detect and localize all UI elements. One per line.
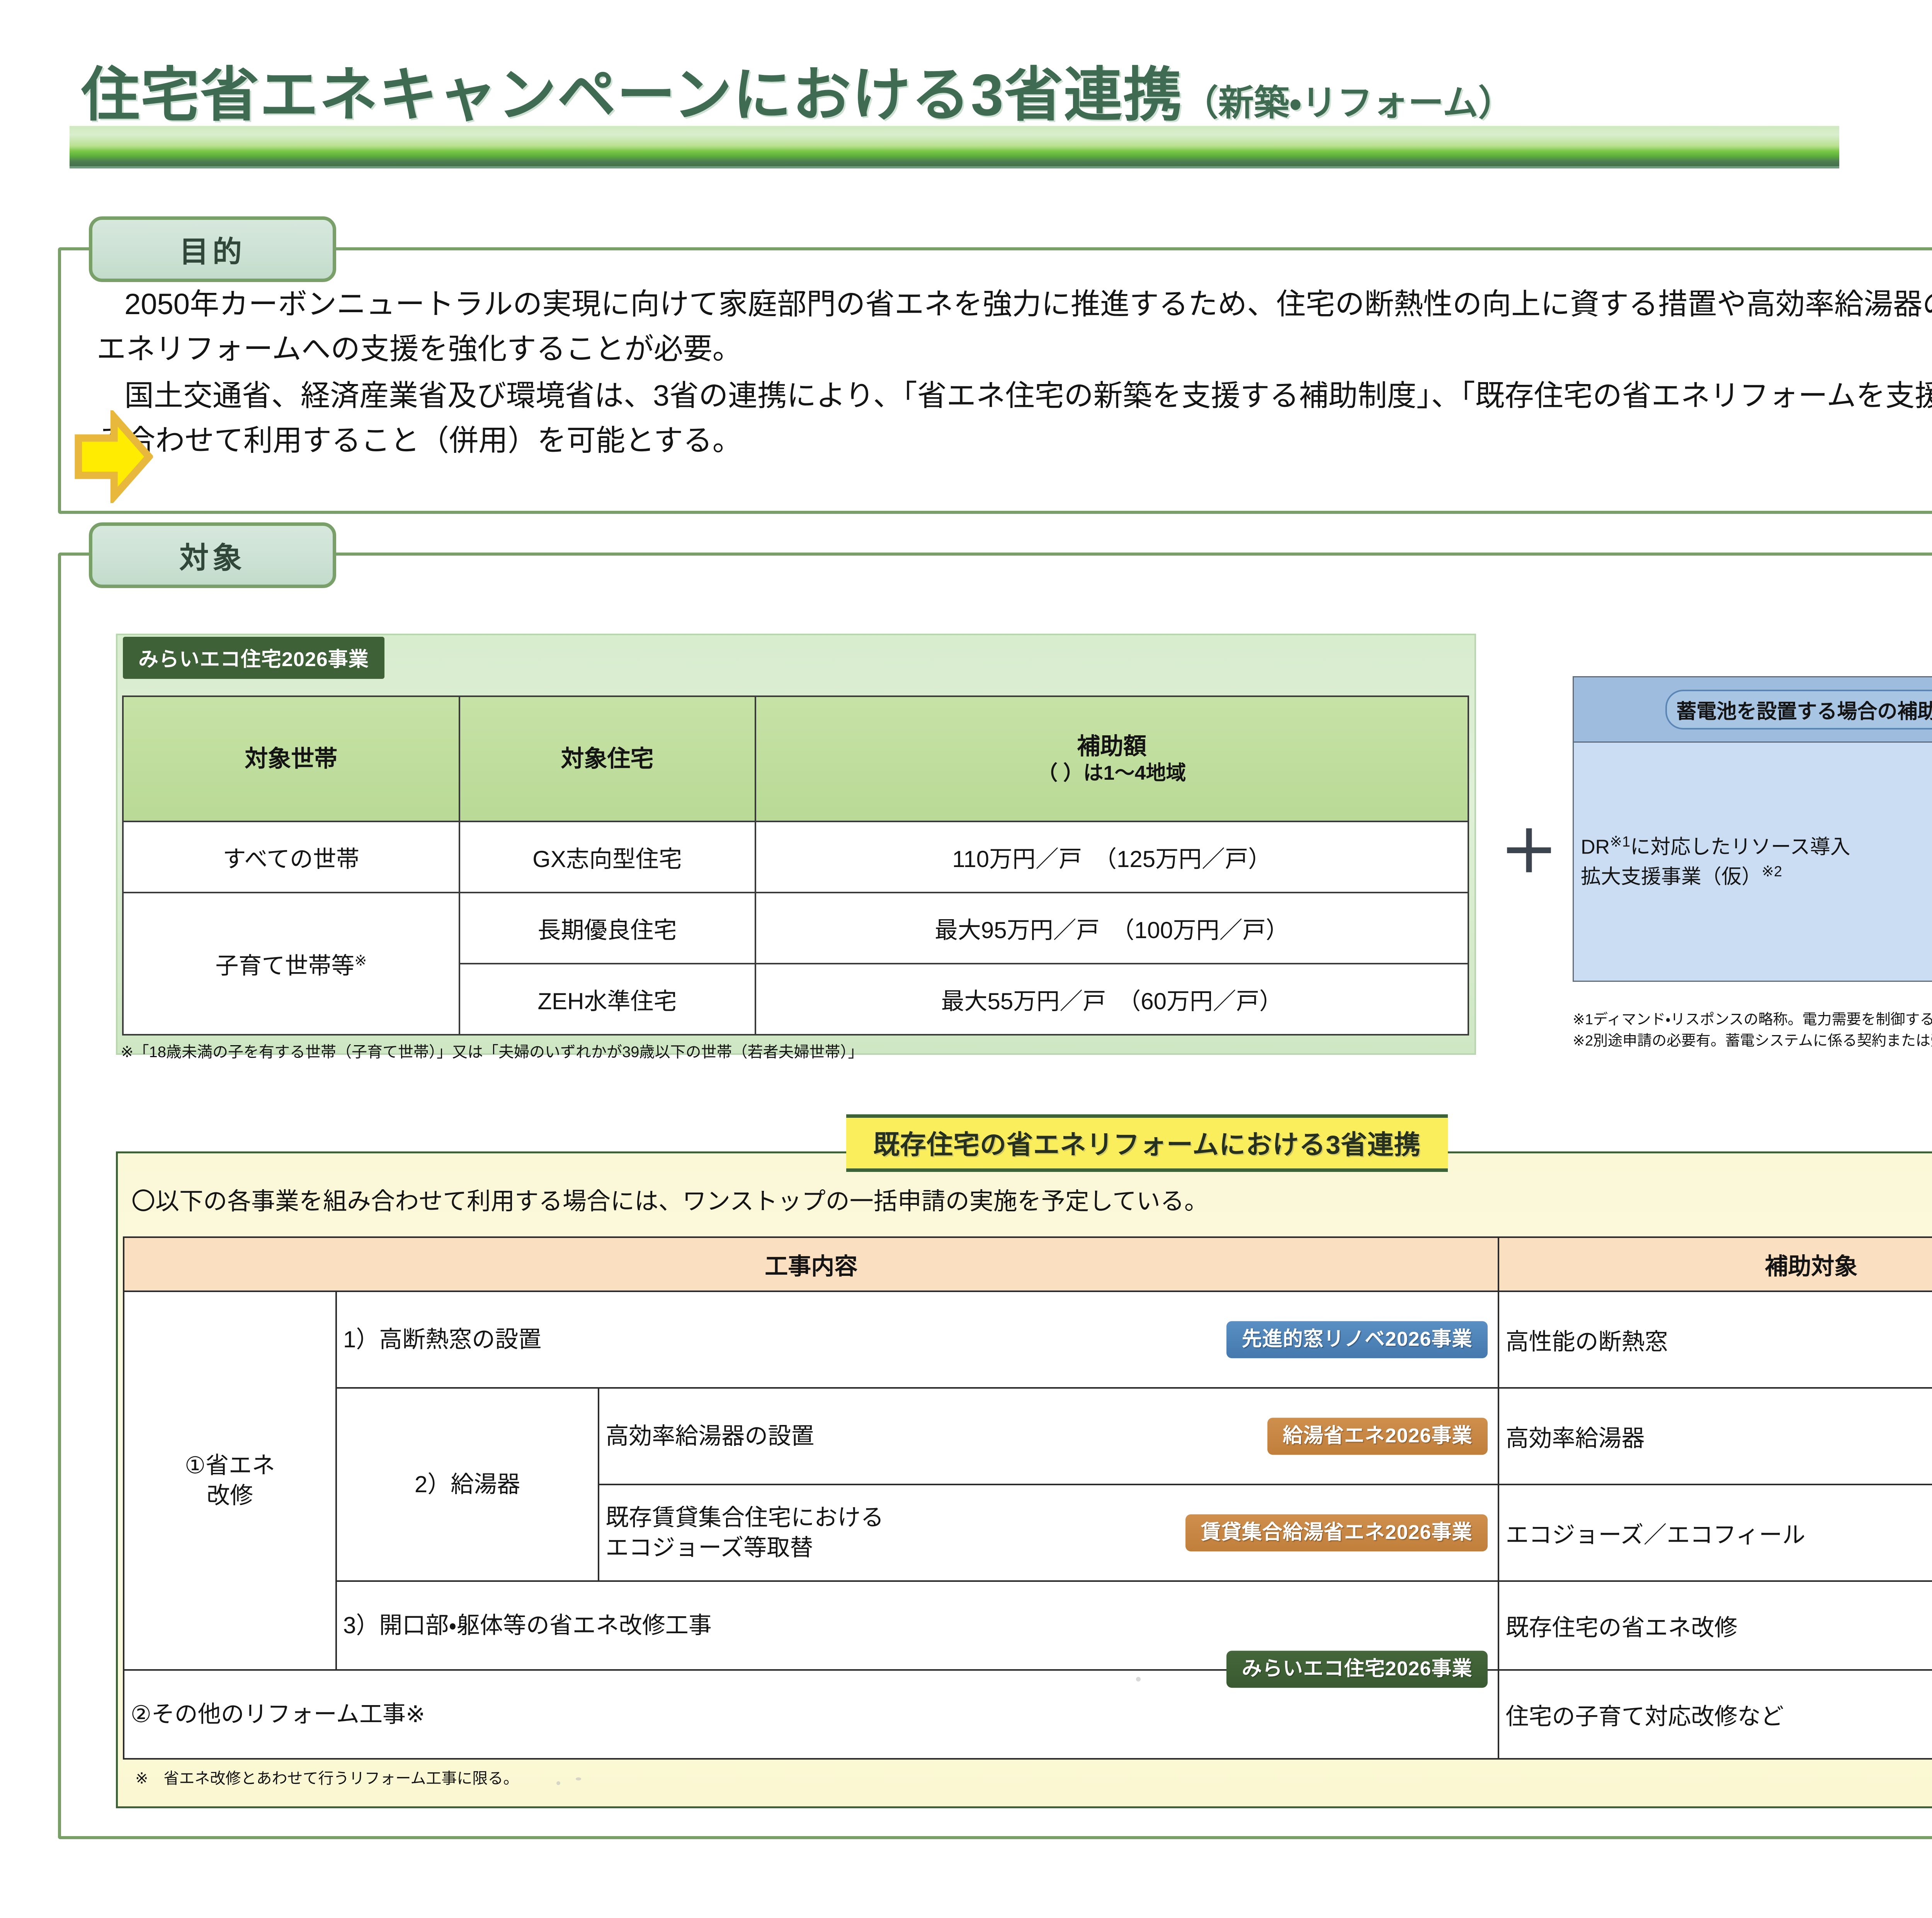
target-section-tab: 対象	[89, 522, 336, 588]
program-badge-chintai: 賃貸集合給湯省エネ2026事業	[1185, 1514, 1488, 1551]
col-header-object: 補助対象	[1498, 1236, 1932, 1292]
page-title: 住宅省エネキャンペーンにおける3省連携（新築・リフォーム）	[81, 66, 1514, 124]
mirai-program-badge: みらいエコ住宅2026事業	[123, 637, 384, 679]
plus-icon-1: ＋	[1500, 820, 1558, 884]
mirai-footnote: ※「18歳未満の子を有する世帯（子育て世帯）」又は「夫婦のいずれかが39歳以下の…	[121, 1044, 864, 1061]
table-row: すべての世帯 GX志向型住宅 110万円／戸 （125万円／戸）	[122, 821, 1469, 893]
col-header-house: 対象住宅	[458, 695, 756, 822]
cell-battery-program: DR※1に対応したリソース導入 拡大支援事業（仮）※2	[1573, 741, 1932, 982]
badge-slot-orange-1: 給湯省エネ2026事業	[1267, 1418, 1488, 1455]
work-label-2a: 高効率給湯器の設置	[605, 1423, 815, 1449]
table-row: 子育て世帯等※ 長期優良住宅 最大95万円／戸 （100万円／戸）	[122, 892, 1469, 1036]
cell-household-all: すべての世帯	[122, 821, 460, 893]
col-header-amount: 補助額 （ ）は1〜4地域	[754, 695, 1469, 822]
table-header-row: 蓄電池を設置する場合の補助事業 補助概要 補助率	[1573, 676, 1932, 743]
household-label: 子育て世帯等	[215, 952, 355, 979]
table-row: ①省エネ 改修 1）高断熱窓の設置 先進的窓リノベ2026事業 高性能の断熱窓 …	[123, 1291, 1932, 1671]
badge-slot-blue: 先進的窓リノベ2026事業	[1226, 1321, 1488, 1358]
dr-label: DR	[1581, 836, 1610, 859]
battery-footnote-2: ※2別途申請の必要有。蓄電システムに係る契約または受発注及び支払いは交付決定前の…	[1573, 1033, 1932, 1049]
cell-house-choki: 長期優良住宅	[458, 892, 756, 964]
right-arrow-icon	[75, 410, 153, 503]
work-label-3: 3）開口部・躯体等の省エネ改修工事	[343, 1612, 712, 1638]
purpose-paragraph-2: 国土交通省、経済産業省及び環境省は、3省の連携により、「省エネ住宅の新築を支援す…	[97, 379, 1932, 457]
col-header-amount-line2: （ ）は1〜4地域	[1037, 762, 1186, 784]
cell-object-envelope: 既存住宅の省エネ改修	[1498, 1580, 1932, 1671]
cell-house-gx: GX志向型住宅	[458, 821, 756, 893]
program-badge-mado-renove: 先進的窓リノベ2026事業	[1226, 1321, 1488, 1358]
cell-amount-zeh: 最大55万円／戸 （60万円／戸）	[754, 963, 1469, 1036]
battery-program-line1: DR※1に対応したリソース導入	[1581, 832, 1932, 862]
cell-object-ecojaws: エコジョーズ／エコフィール	[1498, 1484, 1932, 1582]
footnote-mark-1: ※1	[1610, 833, 1631, 850]
battery-footnotes: ※1ディマンド・リスポンスの略称。電力需要を制御することで、電力需給バランスを調…	[1573, 1009, 1932, 1052]
cell-work-window: 1）高断熱窓の設置 先進的窓リノベ2026事業	[335, 1291, 1500, 1389]
reform-subsidy-table: 工事内容 補助対象 補助額 ①省エネ 改修 1）高断熱窓の設置 先進的窓リノベ2…	[122, 1236, 1932, 1760]
col-header-amount-line1: 補助額	[1077, 733, 1147, 759]
work-label-2b-line1: 既存賃貸集合住宅における	[605, 1505, 884, 1530]
cell-house-zeh: ZEH水準住宅	[458, 963, 756, 1036]
scan-speck	[1136, 1677, 1141, 1682]
program-badge-mirai-eco: みらいエコ住宅2026事業	[1226, 1651, 1488, 1688]
cell-object-window: 高性能の断熱窓	[1498, 1291, 1932, 1389]
cell-work-waterheater: 高効率給湯器の設置 給湯省エネ2026事業	[598, 1387, 1500, 1485]
cell-work-envelope: 3）開口部・躯体等の省エネ改修工事 みらいエコ住宅2026事業	[335, 1580, 1500, 1688]
cell-object-waterheater: 高効率給湯器	[1498, 1387, 1932, 1485]
page-title-main: 住宅省エネキャンペーンにおける3省連携	[81, 62, 1183, 128]
category-line2: 改修	[206, 1483, 253, 1508]
page-title-sub: （新築・リフォーム）	[1182, 83, 1514, 123]
battery-footnote-1: ※1ディマンド・リスポンスの略称。電力需要を制御することで、電力需給バランスを調…	[1573, 1012, 1932, 1028]
scan-speck	[576, 1777, 581, 1780]
table-row: DR※1に対応したリソース導入 拡大支援事業（仮）※2 DRに活用可能な家庭用等…	[1573, 741, 1932, 982]
purpose-panel	[58, 247, 1932, 514]
work-label-2b-line2: エコジョーズ等取替	[605, 1535, 813, 1561]
badge-slot-orange-2: 賃貸集合給湯省エネ2026事業	[1185, 1514, 1488, 1551]
table-header-row: 対象世帯 対象住宅 補助額 （ ）は1〜4地域	[122, 695, 1469, 822]
table-header-row: 工事内容 補助対象 補助額	[122, 1236, 1932, 1292]
table-row: 2）給湯器 高効率給湯器の設置 給湯省エネ2026事業 高効率給湯器 最大17万…	[124, 1387, 1932, 1582]
category-line1: ①省エネ	[185, 1452, 275, 1478]
battery-subsidy-table: 蓄電池を設置する場合の補助事業 補助概要 補助率 DR※1に対応したリソース導入…	[1573, 676, 1932, 982]
work-label-1: 1）高断熱窓の設置	[343, 1326, 542, 1352]
purpose-section-tab: 目的	[89, 216, 336, 282]
purpose-paragraph-1: 2050年カーボンニュートラルの実現に向けて家庭部門の省エネを強力に推進するため…	[97, 288, 1932, 366]
table-row: ZEH水準住宅 最大55万円／戸 （60万円／戸）	[123, 963, 1469, 1036]
battery-program-line2-text: 拡大支援事業（仮）	[1581, 865, 1762, 888]
cell-amount-gx: 110万円／戸 （125万円／戸）	[754, 821, 1469, 893]
col-header-battery-program: 蓄電池を設置する場合の補助事業	[1573, 676, 1932, 743]
col-header-work: 工事内容	[122, 1236, 1500, 1292]
dr-label-rest: に対応したリソース導入	[1630, 836, 1850, 859]
reform-banner-title: 既存住宅の省エネリフォームにおける3省連携	[846, 1114, 1448, 1172]
col-header-household: 対象世帯	[122, 695, 460, 822]
cell-category-other-reform: ②その他のリフォーム工事※	[122, 1669, 1500, 1760]
title-gradient-bar	[70, 126, 1839, 168]
reform-lead-text: 〇以下の各事業を組み合わせて利用する場合には、ワンストップの一括申請の実施を予定…	[131, 1188, 1208, 1215]
work-label-2b: 既存賃貸集合住宅における エコジョーズ等取替	[605, 1505, 884, 1561]
table-row: ②その他のリフォーム工事※ 住宅の子育て対応改修など	[122, 1669, 1932, 1760]
page-header: 住宅省エネキャンペーンにおける3省連携（新築・リフォーム）	[58, 54, 1874, 178]
purpose-body: 2050年カーボンニュートラルの実現に向けて家庭部門の省エネを強力に推進するため…	[97, 282, 1932, 465]
mirai-subsidy-table: 対象世帯 対象住宅 補助額 （ ）は1〜4地域 すべての世帯 GX志向型住宅 1…	[122, 695, 1469, 1036]
table-row: 既存賃貸集合住宅における エコジョーズ等取替 賃貸集合給湯省エネ2026事業 エ…	[124, 1484, 1932, 1582]
badge-slot-green: みらいエコ住宅2026事業	[1226, 1651, 1488, 1688]
footnote-mark-2: ※2	[1762, 864, 1782, 880]
reform-footnote: ※ 省エネ改修とあわせて行うリフォーム工事に限る。	[135, 1770, 519, 1787]
footnote-mark: ※	[354, 952, 367, 969]
scan-speck	[556, 1781, 560, 1785]
cell-household-childrearing: 子育て世帯等※	[122, 892, 460, 1036]
battery-program-line2: 拡大支援事業（仮）※2	[1581, 862, 1932, 891]
battery-header-pill: 蓄電池を設置する場合の補助事業	[1665, 689, 1932, 729]
cell-amount-choki: 最大95万円／戸 （100万円／戸）	[754, 892, 1469, 964]
program-badge-kyuto: 給湯省エネ2026事業	[1267, 1418, 1488, 1455]
cell-sub-waterheater: 2）給湯器	[335, 1387, 600, 1582]
cell-object-childcare: 住宅の子育て対応改修など	[1498, 1669, 1932, 1760]
table-row: 3）開口部・躯体等の省エネ改修工事 みらいエコ住宅2026事業 既存住宅の省エネ…	[124, 1580, 1932, 1688]
cell-category-energy-saving: ①省エネ 改修	[123, 1291, 337, 1671]
cell-work-rental: 既存賃貸集合住宅における エコジョーズ等取替 賃貸集合給湯省エネ2026事業	[598, 1484, 1500, 1582]
